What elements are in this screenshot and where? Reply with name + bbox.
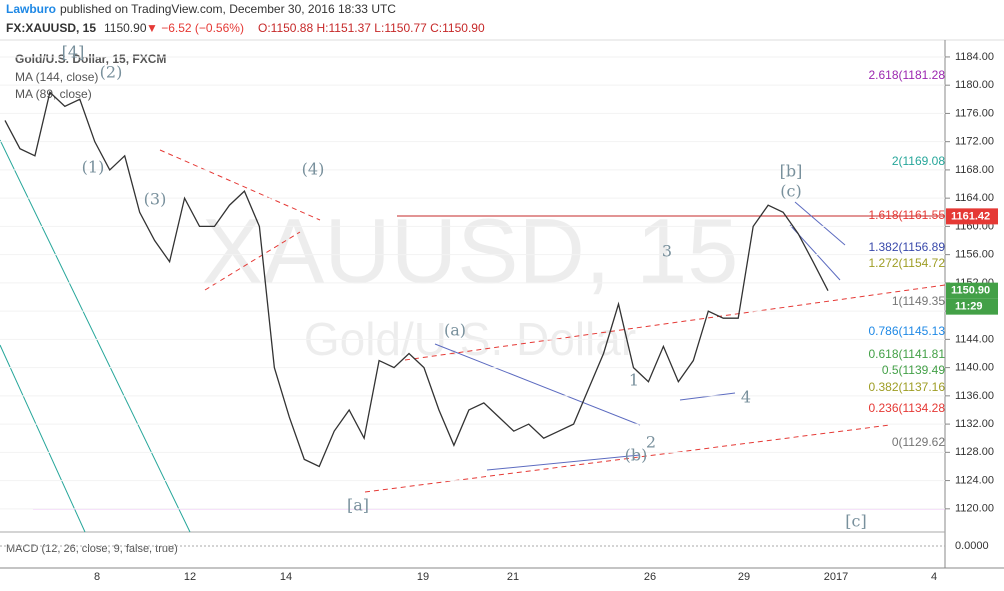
price-label: 1161.42: [951, 210, 990, 222]
wave-label: [4]: [62, 43, 85, 62]
fib-label: 2.618(1181.28: [868, 68, 945, 82]
fib-label: 1(1149.35: [892, 294, 945, 308]
wave-label: (a): [444, 321, 466, 340]
price-label-box: [946, 282, 998, 299]
x-tick-label: 4: [931, 571, 937, 583]
y-tick-label: 1180.00: [955, 79, 994, 91]
legend-item: Gold/U.S. Dollar, 15, FXCM: [15, 52, 166, 66]
y-tick-label: 1136.00: [955, 390, 994, 402]
wave-label: 4: [741, 388, 751, 407]
x-tick-label: 29: [738, 571, 750, 583]
legend-item: MA (89, close): [15, 87, 92, 101]
wave-label: (c): [780, 182, 801, 201]
y-tick-label: 1168.00: [955, 164, 994, 176]
price-label: 1150.90: [951, 285, 990, 297]
fib-label: 2(1169.08: [892, 154, 945, 168]
fib-label: 1.382(1156.89: [868, 240, 945, 254]
wave-label: (2): [100, 63, 123, 82]
fib-label: 0.618(1141.81: [868, 347, 945, 361]
wave-label: 2: [646, 433, 656, 452]
macd-label: MACD (12, 26, close, 9, false, true): [6, 543, 178, 555]
wave-label: [a]: [347, 496, 369, 515]
wave-label: (1): [82, 158, 105, 177]
watermark: XAUUSD, 15: [202, 200, 739, 302]
y-tick-label: 1164.00: [955, 192, 994, 204]
fib-label: 0.5(1139.49: [882, 363, 945, 377]
y-tick-label: 1176.00: [955, 107, 994, 119]
time-label: 11:29: [955, 301, 983, 313]
y-tick-label: 1184.00: [955, 51, 994, 63]
y-tick-label: 1124.00: [955, 474, 994, 486]
y-tick-label: 1128.00: [955, 446, 994, 458]
y-tick-label: 1156.00: [955, 249, 994, 261]
wave-label: (3): [144, 190, 167, 209]
x-tick-label: 19: [417, 571, 429, 583]
change: ▼ −6.52 (−0.56%): [146, 21, 244, 35]
wave-label: 1: [629, 371, 639, 390]
wave-label: 3: [662, 242, 672, 261]
published: published on TradingView.com, December 3…: [60, 2, 396, 16]
x-tick-label: 21: [507, 571, 519, 583]
price-label-box: [946, 208, 998, 225]
fib-label: 0.236(1134.28: [868, 401, 945, 415]
price-line: [4, 91, 829, 468]
legend-item: MA (144, close): [15, 70, 98, 84]
wave-label: (b): [625, 446, 648, 465]
y-tick-label: 1144.00: [955, 333, 994, 345]
author[interactable]: Lawburo: [6, 2, 56, 16]
fib-label: 0.786(1145.13: [868, 324, 945, 338]
y-tick-label: 1140.00: [955, 362, 994, 374]
wave-label: [b]: [780, 162, 803, 181]
x-tick-label: 8: [94, 571, 100, 583]
macd-tick: 0.0000: [955, 540, 989, 552]
x-tick-label: 14: [280, 571, 292, 583]
fib-label: 0(1129.62: [892, 435, 945, 449]
y-tick-label: 1132.00: [955, 418, 994, 430]
wave-label: [c]: [845, 512, 866, 531]
x-tick-label: 12: [184, 571, 196, 583]
fib-label: 0.382(1137.16: [868, 380, 945, 394]
x-tick-label: 26: [644, 571, 656, 583]
y-tick-label: 1120.00: [955, 503, 994, 515]
fib-label: 1.272(1154.72: [868, 256, 945, 270]
last-price: 1150.90: [104, 21, 147, 35]
x-tick-label: 2017: [824, 571, 848, 583]
time-label-box: [946, 298, 998, 315]
ohlc: O:1150.88 H:1151.37 L:1150.77 C:1150.90: [258, 21, 485, 35]
symbol: FX:XAUUSD, 15: [6, 21, 96, 35]
fib-label: 1.618(1161.55: [868, 208, 945, 222]
wave-label: (4): [302, 160, 325, 179]
y-tick-label: 1172.00: [955, 136, 994, 148]
